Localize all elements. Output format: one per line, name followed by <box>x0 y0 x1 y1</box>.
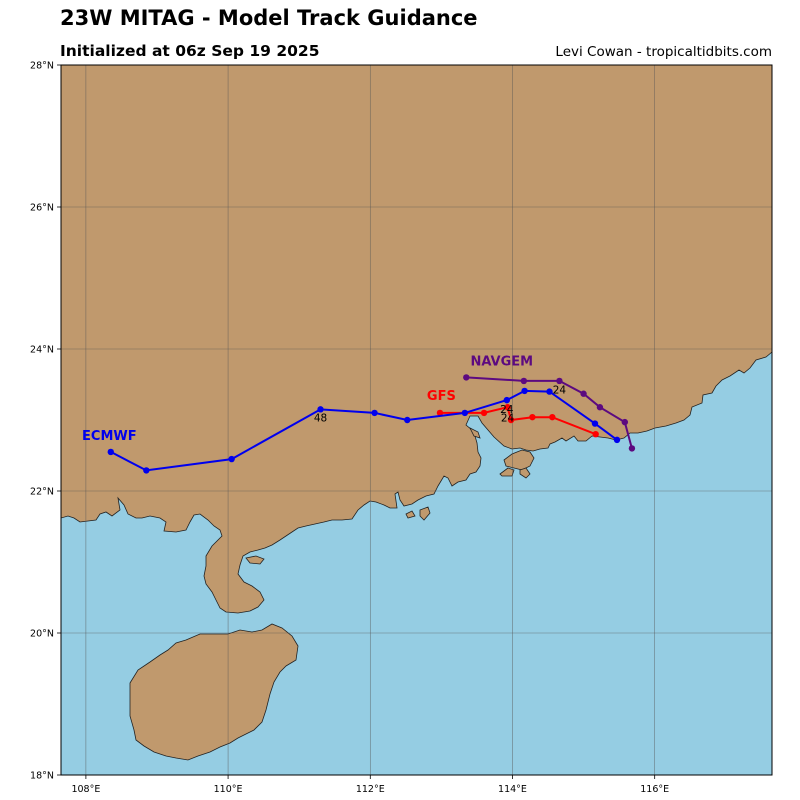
navgem-hour-label: 24 <box>553 385 567 397</box>
lon-tick-label: 110°E <box>214 784 243 795</box>
ecmwf-track-point <box>317 406 324 413</box>
navgem-track-point <box>628 445 636 452</box>
lat-tick-label: 20°N <box>30 629 54 640</box>
ecmwf-track-point <box>503 396 510 404</box>
lat-tick-label: 24°N <box>30 345 54 356</box>
lon-tick-label: 116°E <box>640 784 669 795</box>
gfs-hour-label: 24 <box>501 412 515 424</box>
model-labels: 24 NAVGEM 24 GFS 24 48 ECMWF <box>82 354 566 444</box>
credit-text: Levi Cowan - tropicaltidbits.com <box>555 44 772 60</box>
model-tracks <box>107 374 636 474</box>
islet-d <box>419 506 431 521</box>
ecmwf-track-line <box>110 389 618 472</box>
lantau-island <box>503 449 535 471</box>
navgem-track-point <box>621 418 629 426</box>
ecmwf-track-point <box>461 409 469 417</box>
gfs-track-point <box>507 416 515 424</box>
navgem-track-point <box>556 377 563 385</box>
ecmwf-track-point <box>521 387 528 395</box>
ecmwf-track-point <box>613 436 621 444</box>
ecmwf-track-point <box>546 388 553 395</box>
navgem-model-label: NAVGEM <box>471 354 534 369</box>
china-mainland <box>61 65 772 614</box>
navgem-track-point <box>463 374 470 381</box>
gfs-track-point <box>592 431 599 438</box>
map-subtitle: Initialized at 06z Sep 19 2025 <box>60 42 320 60</box>
islet-b <box>519 467 531 479</box>
gfs-track-point <box>504 404 511 411</box>
navgem-track-point <box>580 390 587 397</box>
navgem-track-point <box>596 404 604 411</box>
ecmwf-track-point <box>404 416 411 424</box>
ecmwf-track-point <box>591 420 599 427</box>
ecmwf-track-point <box>143 467 150 474</box>
lat-tick-label: 18°N <box>30 771 54 782</box>
islet-e <box>245 555 265 565</box>
lat-tick-label: 28°N <box>30 61 54 72</box>
navgem-track-point <box>520 377 528 385</box>
hainan-island <box>129 623 299 761</box>
ecmwf-track-point <box>107 448 114 456</box>
gfs-track-point <box>480 409 488 417</box>
gfs-track-point <box>529 413 536 421</box>
gfs-track-point <box>549 413 556 421</box>
ecmwf-track-point <box>228 455 235 463</box>
lat-tick-label: 26°N <box>30 203 54 214</box>
islet-f <box>469 427 481 439</box>
gfs-track-point <box>436 409 444 417</box>
gfs-model-label: GFS <box>427 389 456 404</box>
lon-tick-label: 108°E <box>71 784 100 795</box>
ecmwf-model-label: ECMWF <box>82 429 137 444</box>
ecmwf-track-point <box>371 409 378 417</box>
ecmwf-hour-label: 48 <box>314 412 327 424</box>
map-title: 23W MITAG - Model Track Guidance <box>60 6 478 30</box>
lon-tick-label: 112°E <box>356 784 385 795</box>
islet-c <box>405 510 416 519</box>
axis-ticks: 108°E 110°E 112°E 114°E 116°E 18°N 20°N 22°N 24°… <box>30 61 669 796</box>
lon-tick-label: 114°E <box>498 784 527 795</box>
map-frame <box>60 64 773 776</box>
lat-tick-label: 22°N <box>30 487 54 498</box>
islet-a <box>499 467 515 477</box>
ecmwf-hour-label: 24 <box>500 404 514 416</box>
